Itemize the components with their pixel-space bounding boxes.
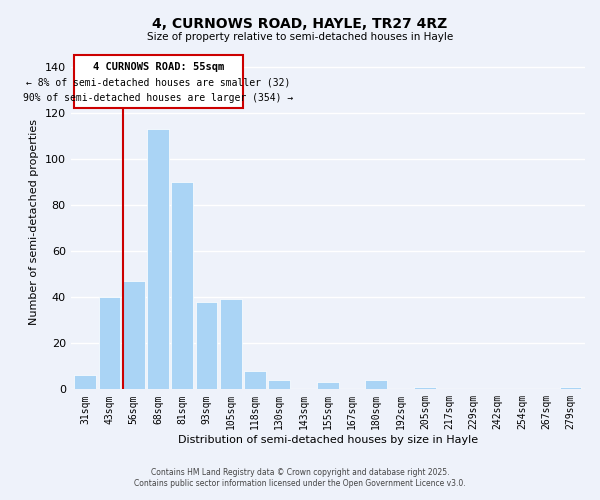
Bar [123,281,145,390]
Bar [98,297,121,390]
Bar [244,371,266,390]
Text: 4, CURNOWS ROAD, HAYLE, TR27 4RZ: 4, CURNOWS ROAD, HAYLE, TR27 4RZ [152,18,448,32]
Text: ← 8% of semi-detached houses are smaller (32): ← 8% of semi-detached houses are smaller… [26,78,291,88]
Bar [74,376,96,390]
FancyBboxPatch shape [74,55,243,108]
Bar [365,380,387,390]
Text: 90% of semi-detached houses are larger (354) →: 90% of semi-detached houses are larger (… [23,94,293,104]
Bar [196,302,217,390]
Bar [317,382,339,390]
Text: Size of property relative to semi-detached houses in Hayle: Size of property relative to semi-detach… [147,32,453,42]
Bar [268,380,290,390]
Y-axis label: Number of semi-detached properties: Number of semi-detached properties [29,119,39,325]
Text: Contains HM Land Registry data © Crown copyright and database right 2025.
Contai: Contains HM Land Registry data © Crown c… [134,468,466,487]
Bar [560,387,581,390]
Bar [147,129,169,390]
Bar [414,387,436,390]
Bar [220,300,242,390]
Bar [172,182,193,390]
X-axis label: Distribution of semi-detached houses by size in Hayle: Distribution of semi-detached houses by … [178,435,478,445]
Text: 4 CURNOWS ROAD: 55sqm: 4 CURNOWS ROAD: 55sqm [93,62,224,72]
